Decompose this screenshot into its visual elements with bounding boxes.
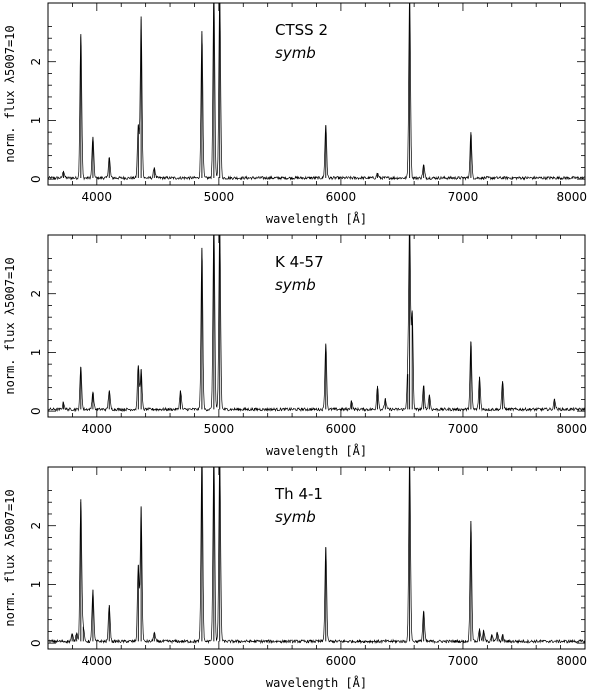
x-tick-label: 4000	[82, 654, 113, 668]
x-tick-label: 7000	[448, 190, 479, 204]
spectrum-line	[48, 467, 585, 645]
x-axis-label: wavelength [Å]	[266, 675, 367, 690]
spectrum-line	[48, 3, 585, 181]
panel-subtitle: symb	[275, 508, 316, 526]
panel-title: CTSS 2	[275, 21, 328, 39]
y-tick-label: 1	[29, 117, 43, 125]
y-tick-label: 2	[29, 290, 43, 298]
x-tick-label: 5000	[204, 654, 235, 668]
y-tick-label: 0	[29, 407, 43, 415]
x-tick-label: 5000	[204, 422, 235, 436]
panel-title: K 4-57	[275, 253, 324, 271]
panel-title: Th 4-1	[274, 485, 323, 503]
y-tick-label: 0	[29, 639, 43, 647]
x-tick-label: 8000	[556, 654, 587, 668]
panel-subtitle: symb	[275, 276, 316, 294]
x-tick-label: 7000	[448, 654, 479, 668]
y-axis-label: norm. flux λ5007=10	[3, 25, 17, 162]
x-tick-label: 4000	[82, 422, 113, 436]
x-tick-label: 8000	[556, 422, 587, 436]
x-tick-label: 6000	[326, 654, 357, 668]
x-tick-label: 8000	[556, 190, 587, 204]
spectrum-panel-ctss2: 4000 5000 6000 7000 8000 0 1 2 wavelength [Å] nor…	[3, 2, 587, 226]
x-tick-label: 6000	[326, 422, 357, 436]
panel-subtitle: symb	[275, 44, 316, 62]
spectrum-panel-k4-57: 4000 5000 6000 7000 8000 0 1 2 wavelength [Å] nor…	[3, 234, 587, 458]
x-tick-label: 6000	[326, 190, 357, 204]
spectrum-line	[48, 235, 585, 413]
x-axis-label: wavelength [Å]	[266, 443, 367, 458]
y-tick-label: 2	[29, 58, 43, 66]
x-tick-label: 4000	[82, 190, 113, 204]
x-axis-label: wavelength [Å]	[266, 211, 367, 226]
x-tick-label: 7000	[448, 422, 479, 436]
y-tick-label: 1	[29, 349, 43, 357]
y-tick-label: 1	[29, 581, 43, 589]
y-axis-label: norm. flux λ5007=10	[3, 489, 17, 626]
y-tick-label: 2	[29, 522, 43, 530]
y-axis-label: norm. flux λ5007=10	[3, 257, 17, 394]
spectrum-panel-th4-1: 4000 5000 6000 7000 8000 0 1 2 wavelength [Å] nor…	[3, 466, 587, 690]
y-tick-label: 0	[29, 175, 43, 183]
x-tick-label: 5000	[204, 190, 235, 204]
